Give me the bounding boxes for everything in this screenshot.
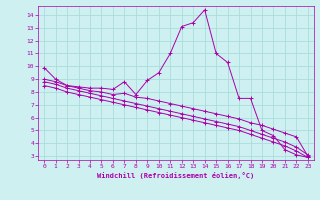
- X-axis label: Windchill (Refroidissement éolien,°C): Windchill (Refroidissement éolien,°C): [97, 172, 255, 179]
